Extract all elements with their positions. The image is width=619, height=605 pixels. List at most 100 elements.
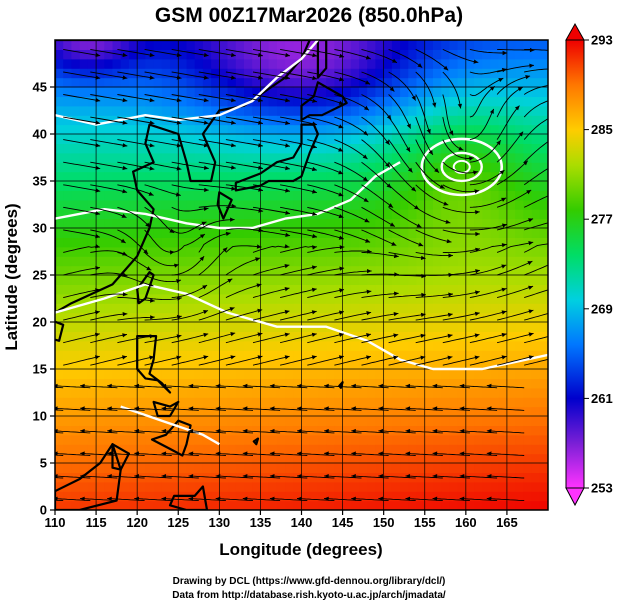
cyclone-ring-outer [420, 137, 504, 197]
field-cell [211, 397, 220, 408]
field-cell [334, 331, 344, 342]
field-cell [482, 500, 492, 510]
field-cell [301, 434, 311, 445]
field-cell [71, 143, 81, 154]
field-cell [128, 350, 138, 361]
field-cell [96, 463, 105, 473]
field-cell [137, 237, 146, 248]
field-cell [276, 152, 286, 163]
field-cell [63, 397, 72, 408]
field-cell [342, 331, 352, 342]
field-cell [539, 49, 548, 60]
field-cell [235, 40, 245, 50]
field-cell [153, 171, 163, 182]
field-cell [482, 209, 492, 220]
streamline-arrowhead [474, 355, 480, 360]
streamline-arrowhead [312, 211, 317, 216]
streamline [524, 336, 548, 344]
field-cell [515, 190, 524, 201]
streamline [307, 184, 344, 197]
field-cell [285, 246, 294, 257]
field-cell [408, 453, 418, 464]
field-cell [285, 115, 294, 126]
field-cell [260, 96, 270, 107]
field-cell [219, 406, 229, 417]
field-cell [433, 265, 442, 276]
field-cell [400, 491, 409, 502]
streamline-arrowhead [258, 165, 263, 170]
field-cell [96, 491, 105, 502]
field-cell [334, 124, 344, 135]
field-cell [539, 369, 548, 379]
field-cell [260, 134, 270, 144]
field-cell [55, 434, 64, 445]
field-cell [309, 152, 319, 163]
field-cell [268, 331, 278, 342]
field-cell [359, 303, 368, 314]
field-cell [301, 77, 311, 88]
field-cell [482, 190, 492, 201]
y-tick-label: 25 [33, 268, 47, 283]
streamline [144, 139, 182, 147]
streamline-arrowhead [378, 428, 383, 434]
field-cell [449, 397, 459, 408]
field-cell [145, 143, 155, 154]
field-cell [482, 77, 492, 88]
field-cell [194, 181, 204, 191]
x-tick-label: 145 [332, 515, 354, 530]
field-cell [96, 87, 105, 97]
field-cell [367, 331, 376, 342]
field-cell [433, 181, 442, 191]
field-cell [301, 87, 311, 97]
field-cell [482, 416, 492, 426]
field-cell [112, 58, 122, 69]
field-cell [153, 49, 163, 60]
streamline-arrowhead [176, 98, 182, 103]
field-cell [391, 444, 401, 455]
streamline-arrowhead [338, 124, 344, 129]
field-cell [63, 491, 72, 502]
streamline-arrowhead [80, 406, 85, 411]
field-cell [416, 453, 426, 464]
streamline [144, 206, 175, 234]
field-cell [375, 406, 385, 417]
field-cell [202, 425, 212, 436]
field-cell [137, 199, 146, 210]
field-cell [449, 322, 459, 332]
streamline [307, 139, 344, 152]
streamline [225, 283, 262, 299]
field-cell [128, 322, 138, 332]
field-cell [301, 237, 311, 248]
field-cell [433, 322, 442, 332]
field-cell [79, 369, 89, 379]
field-cell [301, 115, 311, 126]
streamline-arrowhead [502, 50, 508, 56]
field-cell [153, 331, 163, 342]
streamline-arrowhead [176, 279, 181, 284]
field-cell [498, 171, 508, 182]
field-cell [285, 105, 294, 116]
field-cell [416, 228, 426, 238]
field-cell [309, 58, 319, 69]
streamline-arrowhead [256, 244, 262, 249]
field-cell [424, 293, 434, 304]
streamline-arrowhead [188, 496, 194, 501]
streamline-arrowhead [202, 285, 208, 290]
streamline [252, 287, 290, 299]
field-cell [161, 322, 171, 332]
field-cell [55, 77, 64, 88]
field-cell [268, 453, 278, 464]
streamline [280, 116, 318, 126]
field-cell [465, 96, 475, 107]
field-cell [293, 397, 303, 408]
field-cell [433, 124, 442, 135]
field-cell [79, 481, 89, 492]
field-cell [285, 162, 294, 173]
field-cell [506, 199, 516, 210]
field-cell [186, 68, 196, 79]
field-cell [457, 406, 467, 417]
field-cell [424, 275, 434, 285]
field-cell [178, 359, 188, 370]
field-cell [317, 152, 327, 163]
streamline-arrowhead [231, 143, 236, 148]
